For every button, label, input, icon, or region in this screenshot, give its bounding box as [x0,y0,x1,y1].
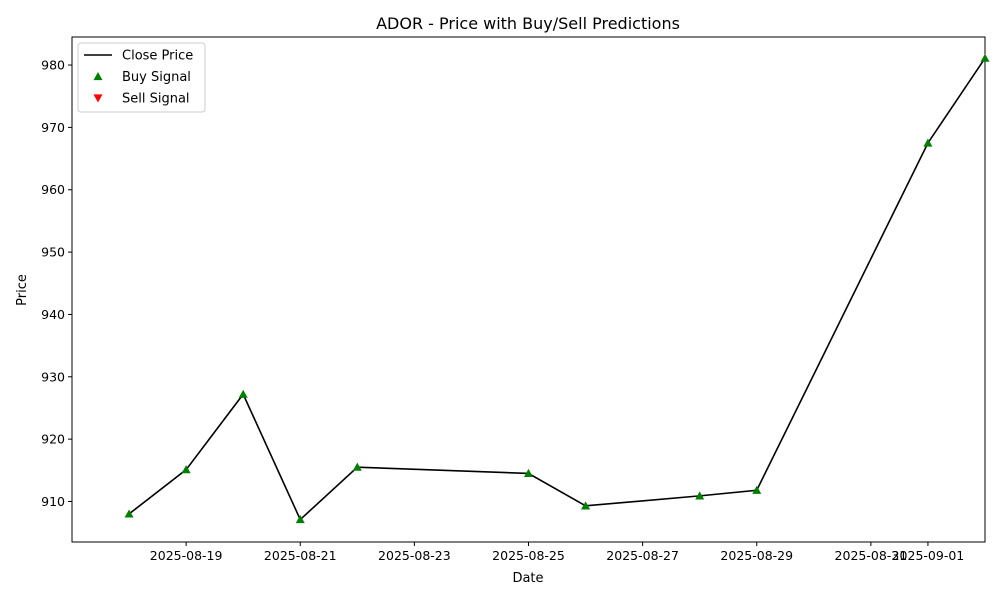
buy-signal-marker [524,468,533,478]
close-price-line [128,57,986,521]
buy-signal-marker [752,485,762,494]
buy-signal-marker [238,389,248,398]
chart-title: ADOR - Price with Buy/Sell Predictions [376,14,680,33]
x-tick-label: 2025-08-19 [150,548,223,563]
buy-signal-marker [124,509,134,518]
y-tick-label: 950 [41,245,65,260]
buy-signal-marker [295,515,305,524]
y-tick-label: 910 [41,494,65,509]
legend-label: Buy Signal [122,70,191,85]
y-axis-label: Price [15,274,30,306]
buy-signal-marker [581,501,591,510]
y-axis: 910 920 930 940 950 960 970 980 [41,58,72,509]
y-tick-label: 930 [41,369,65,384]
y-tick-label: 940 [41,307,65,322]
x-tick-label: 2025-08-25 [492,548,565,563]
x-tick-label: 2025-08-27 [606,548,679,563]
legend-label: Close Price [122,49,193,64]
y-tick-label: 960 [41,182,65,197]
x-tick-label: 2025-08-29 [720,548,793,563]
legend-sell-swatch [93,94,103,103]
buy-signal-marker [181,465,191,474]
y-tick-label: 980 [41,58,65,73]
x-tick-label: 2025-08-21 [264,548,337,563]
x-axis-label: Date [512,571,543,586]
legend-label: Sell Signal [122,92,190,107]
legend-box [77,42,206,113]
buy-signal-marker [695,491,705,500]
y-tick-label: 920 [41,432,65,447]
x-tick-label: 2025-09-01 [892,548,965,563]
series-layer [124,53,990,524]
buy-signal-marker [980,53,990,62]
x-tick-label: 2025-08-23 [378,548,451,563]
y-tick-label: 970 [41,120,65,135]
plot-area [71,36,986,543]
x-axis: 2025-08-19 2025-08-21 2025-08-23 2025-08-25… [150,542,964,563]
buy-signal-marker [923,138,933,147]
legend-buy-swatch [93,72,103,81]
x-tick-label: 2025-08-31 [835,548,908,563]
legend: Close Price Buy Signal Sell Signal [77,42,206,113]
buy-signal-marker [352,462,362,471]
